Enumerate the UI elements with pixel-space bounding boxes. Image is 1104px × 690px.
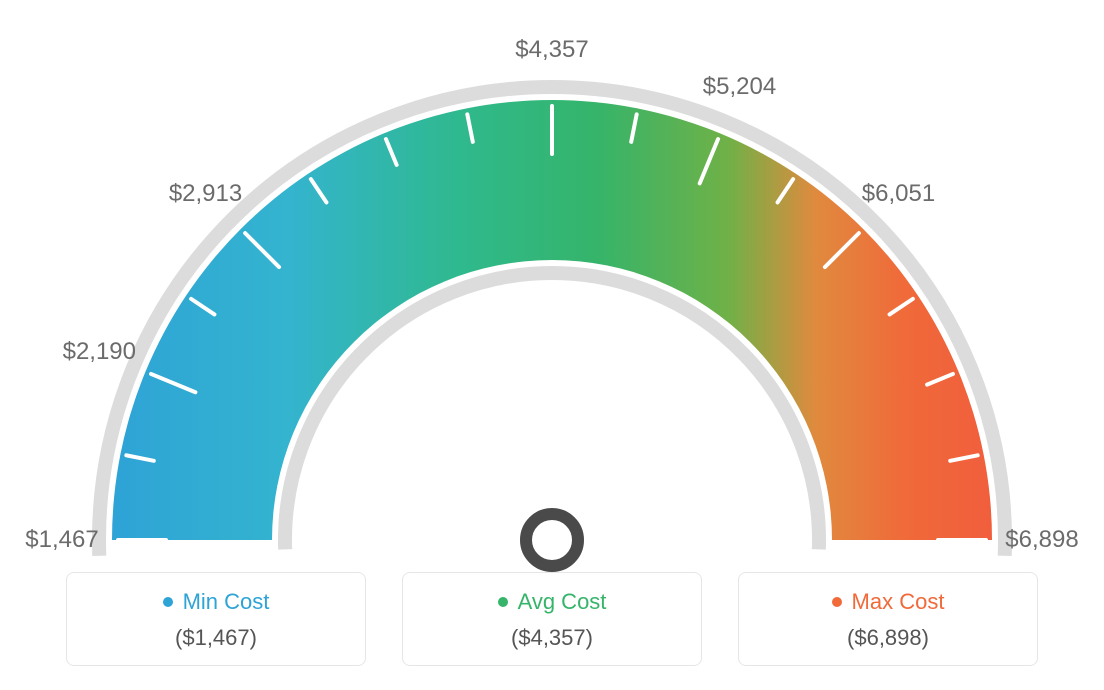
- bullet-icon-max: [832, 597, 842, 607]
- legend-card-min: Min Cost ($1,467): [66, 572, 366, 666]
- legend-head-max: Max Cost: [757, 589, 1019, 615]
- gauge-svg: [0, 20, 1104, 580]
- legend-label-max: Max Cost: [852, 589, 945, 615]
- bullet-icon-avg: [498, 597, 508, 607]
- gauge-tick-label: $1,467: [25, 526, 98, 554]
- gauge-chart: $1,467 $2,190 $2,913 $4,357 $5,204 $6,051 $6,8…: [0, 0, 1104, 560]
- gauge-tick-label: $6,898: [1005, 526, 1078, 554]
- legend-label-min: Min Cost: [183, 589, 270, 615]
- legend-label-avg: Avg Cost: [518, 589, 607, 615]
- legend-card-avg: Avg Cost ($4,357): [402, 572, 702, 666]
- legend-head-avg: Avg Cost: [421, 589, 683, 615]
- legend-value-avg: ($4,357): [421, 625, 683, 651]
- legend-value-min: ($1,467): [85, 625, 347, 651]
- legend-card-max: Max Cost ($6,898): [738, 572, 1038, 666]
- gauge-tick-label: $5,204: [703, 73, 776, 101]
- gauge-tick-label: $4,357: [515, 36, 588, 64]
- bullet-icon-min: [163, 597, 173, 607]
- legend-row: Min Cost ($1,467) Avg Cost ($4,357) Max …: [0, 572, 1104, 666]
- legend-value-max: ($6,898): [757, 625, 1019, 651]
- gauge-tick-label: $2,190: [63, 338, 136, 366]
- legend-head-min: Min Cost: [85, 589, 347, 615]
- gauge-tick-label: $6,051: [862, 180, 935, 208]
- chart-container: $1,467 $2,190 $2,913 $4,357 $5,204 $6,051 $6,8…: [0, 0, 1104, 690]
- gauge-tick-label: $2,913: [169, 180, 242, 208]
